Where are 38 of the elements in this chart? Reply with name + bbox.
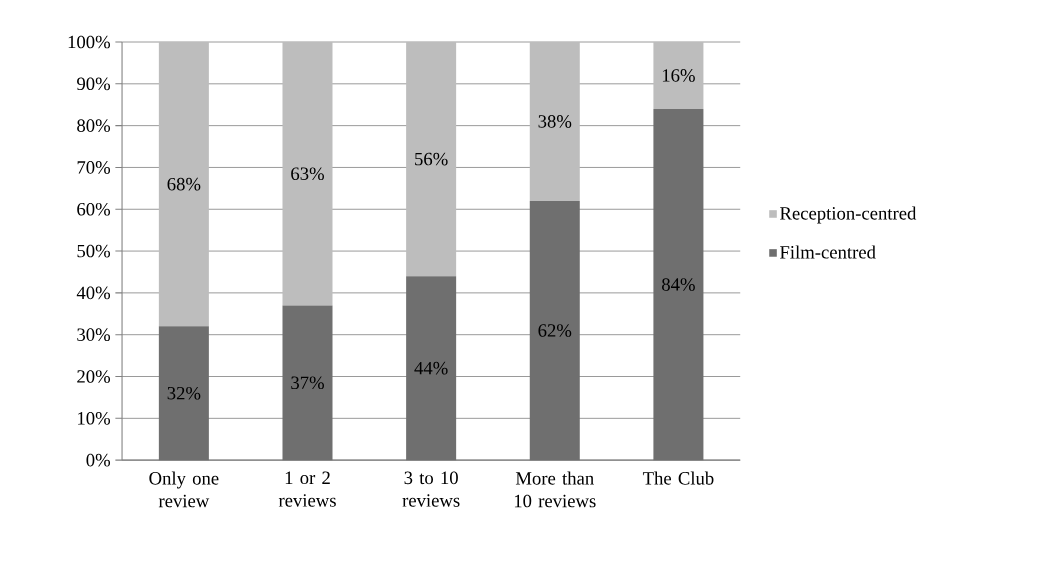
- bar: [406, 276, 457, 461]
- bar: [158, 42, 209, 327]
- y-tick-label: 30%: [77, 328, 111, 342]
- y-tick-label: 10%: [78, 412, 111, 425]
- bar: [653, 108, 704, 461]
- y-tick-label: 60%: [77, 203, 111, 216]
- y-tick-label: 0%: [86, 453, 111, 467]
- data-label: 63%: [291, 167, 324, 181]
- y-tick-label: 100%: [68, 35, 111, 49]
- x-tick-label: 3 to 10 reviews: [402, 471, 460, 507]
- bar: [653, 42, 704, 109]
- data-label: 37%: [291, 376, 324, 390]
- y-tick-label: 20%: [77, 370, 111, 383]
- y-tick-label: 80%: [77, 119, 111, 133]
- legend-label: Reception-centred: [780, 206, 917, 224]
- data-label: 38%: [538, 115, 572, 128]
- y-tick-label: 70%: [77, 161, 111, 174]
- legend-label: Film-centred: [780, 245, 876, 259]
- bar: [406, 42, 457, 277]
- data-label: 16%: [662, 69, 695, 82]
- data-label: 44%: [414, 361, 448, 375]
- y-tick-label: 50%: [77, 244, 111, 258]
- data-label: 56%: [415, 152, 448, 166]
- y-tick-label: 90%: [77, 77, 111, 91]
- data-label: 62%: [538, 324, 572, 337]
- bar: [282, 305, 333, 461]
- x-tick-label: 1 or 2 reviews: [278, 471, 336, 507]
- bar: [529, 42, 580, 201]
- x-tick-label: The Club: [642, 471, 714, 485]
- x-tick-label: More than 10 reviews: [514, 471, 596, 508]
- y-tick-label: 40%: [76, 286, 111, 300]
- bar: [282, 42, 333, 306]
- data-label: 84%: [662, 278, 695, 291]
- x-tick-label: Only one review: [149, 471, 219, 508]
- bar: [529, 200, 580, 461]
- bar: [158, 326, 209, 461]
- data-label: 68%: [167, 177, 201, 191]
- data-label: 32%: [167, 386, 201, 400]
